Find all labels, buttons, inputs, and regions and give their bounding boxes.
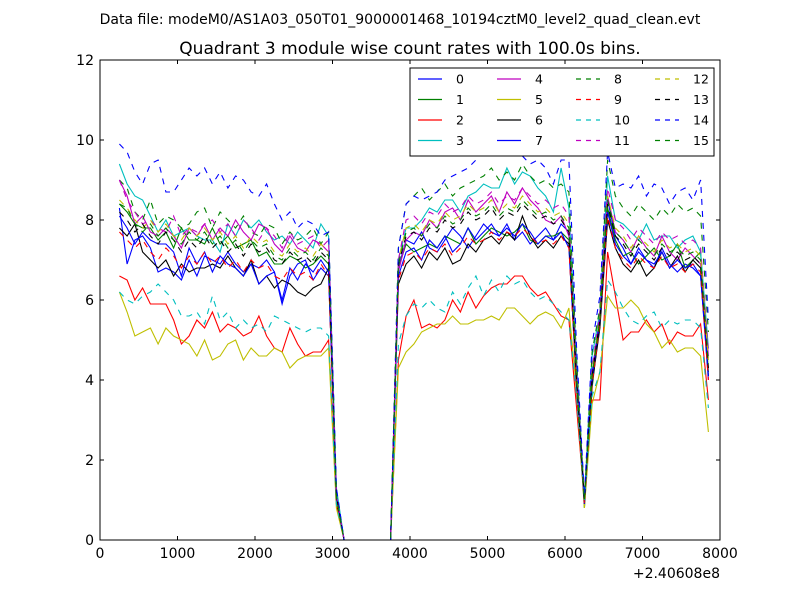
x-tick-label: 7000 [625,546,661,562]
y-tick-label: 2 [85,453,94,469]
legend-label-2: 2 [456,113,464,128]
y-tick-label: 6 [85,293,94,309]
x-tick-label: 3000 [315,546,351,562]
y-tick-label: 10 [76,133,94,149]
legend-label-7: 7 [535,133,543,148]
legend-frame [409,67,715,157]
series-line-11 [118,179,709,541]
legend-label-15: 15 [693,133,709,148]
series-line-1 [119,203,709,541]
series-line-7 [118,211,709,541]
x-offset-label: +2.40608e8 [633,566,720,582]
legend-label-1: 1 [456,92,464,107]
ticks-group: 0 1000 2000 3000 4000 5000 6000 7000 80000246810… [76,53,738,562]
legend-label-11: 11 [614,133,630,148]
x-tick-label: 0 [96,546,105,562]
series-line-13 [119,203,709,541]
legend-label-6: 6 [535,113,543,128]
legend-label-13: 13 [693,92,709,107]
chart-title: Quadrant 3 module wise count rates with … [179,39,640,59]
y-tick-label: 4 [85,373,94,389]
legend-label-12: 12 [693,72,709,87]
x-tick-label: 8000 [702,546,738,562]
series-line-2 [119,251,709,541]
series-line-5 [118,291,709,541]
legend-label-4: 4 [535,72,543,87]
y-tick-label: 12 [76,53,94,69]
y-tick-label: 8 [85,213,94,229]
x-tick-label: 2000 [237,546,273,562]
legend-label-14: 14 [693,113,709,128]
legend-label-0: 0 [456,72,464,87]
legend-label-8: 8 [614,72,622,87]
series-line-6 [119,214,709,541]
series-line-15 [119,199,709,541]
series-line-12 [119,195,709,541]
x-tick-label: 4000 [392,546,428,562]
chart-suptitle: Data file: modeM0/AS1A03_050T01_90000014… [100,12,701,28]
x-tick-label: 6000 [547,546,583,562]
x-tick-label: 5000 [470,546,506,562]
legend-label-9: 9 [614,92,622,107]
series-line-10 [119,274,709,541]
legend-label-5: 5 [535,92,543,107]
legend-label-3: 3 [456,133,464,148]
series-group [118,139,709,541]
x-tick-label: 1000 [160,546,196,562]
legend-label-10: 10 [614,113,630,128]
y-tick-label: 0 [85,533,94,549]
series-line-14 [119,139,709,541]
series-line-9 [119,215,709,541]
